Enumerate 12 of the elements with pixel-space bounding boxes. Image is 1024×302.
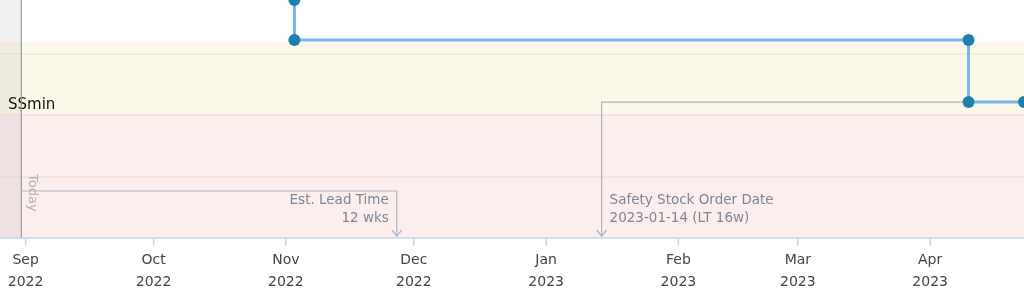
- ref-line-label: Est. Lead Time 12 wks: [289, 191, 389, 225]
- x-tick-label: Sep 2022: [7, 251, 44, 289]
- x-tick-label: Feb 2023: [660, 251, 697, 289]
- ref-line-label: Safety Stock Order Date 2023-01-14 (LT 16w): [609, 191, 774, 225]
- ref-line-label: SSmin: [8, 94, 56, 113]
- x-tick-label: Oct 2022: [135, 251, 172, 289]
- x-tick-label: Mar 2023: [780, 251, 816, 289]
- x-tick-label: Apr 2023: [912, 251, 948, 289]
- ref-line-label: Today: [26, 173, 42, 212]
- x-tick-label: Nov 2022: [268, 251, 304, 289]
- x-tick-label: Dec 2022: [396, 251, 432, 289]
- x-tick-label: Jan 2023: [528, 251, 564, 289]
